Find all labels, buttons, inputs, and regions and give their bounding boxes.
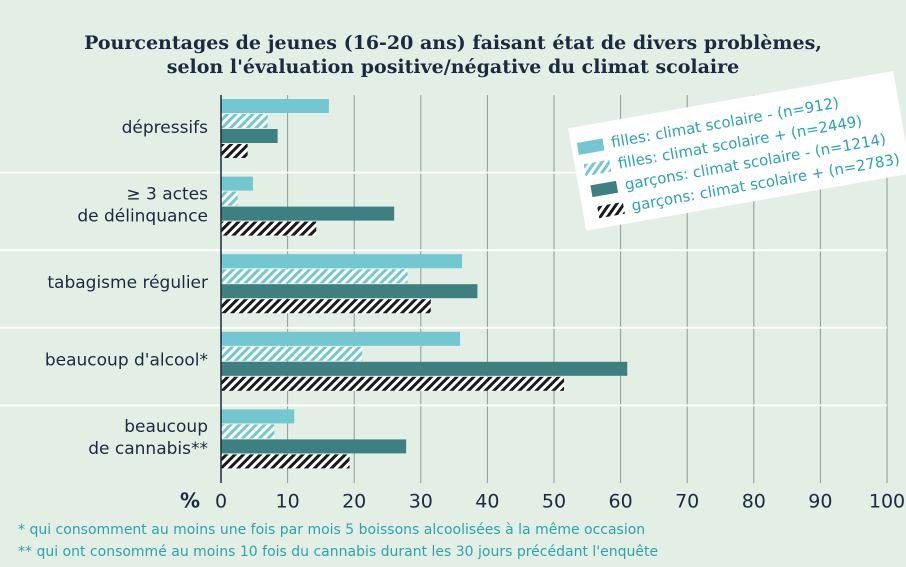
bar: [221, 424, 275, 439]
bar: [221, 144, 248, 158]
bar: [221, 346, 363, 361]
legend: filles: climat scolaire - (n=912)filles:…: [568, 71, 906, 231]
bar: [221, 176, 253, 191]
y-tick-label: dépressifs: [122, 118, 209, 138]
legend-swatch: [576, 138, 605, 155]
x-tick-label: 90: [808, 491, 832, 513]
legend-swatch: [597, 201, 625, 219]
bar: [221, 99, 329, 113]
y-tick-label: tabagisme régulier: [47, 273, 208, 293]
x-tick-label: 40: [475, 491, 499, 513]
bar: [221, 206, 395, 221]
bar: [221, 376, 564, 391]
y-tick-label: de délinquance: [77, 206, 208, 226]
bar: [221, 221, 317, 236]
legend-swatch: [590, 180, 619, 198]
bar: [221, 254, 463, 269]
bar: [221, 439, 407, 454]
footnote: ** qui ont consommé au moins 10 fois du …: [18, 544, 658, 560]
y-tick-label: de cannabis**: [88, 439, 208, 459]
bar: [221, 269, 408, 284]
bar: [221, 129, 278, 143]
bar: [221, 454, 350, 469]
x-tick-label: 70: [675, 491, 699, 513]
x-tick-label: 10: [276, 491, 300, 513]
chart-title: selon l'évaluation positive/négative du …: [167, 56, 740, 78]
y-tick-label: ≥ 3 actes: [126, 184, 208, 204]
y-tick-label: beaucoup: [124, 417, 208, 437]
x-tick-label: 30: [409, 491, 433, 513]
bar: [221, 299, 431, 314]
bar: [221, 361, 628, 376]
x-tick-label: 0: [215, 491, 227, 513]
bar: [221, 284, 478, 299]
bar: [221, 191, 238, 206]
legend-box: [568, 71, 906, 231]
bar: [221, 331, 461, 346]
x-axis-label: %: [180, 489, 200, 513]
chart-title: Pourcentages de jeunes (16-20 ans) faisa…: [84, 32, 822, 54]
x-tick-label: 80: [742, 491, 766, 513]
bar: [221, 114, 268, 128]
x-tick-label: 100: [869, 491, 905, 513]
legend-swatch: [583, 159, 612, 177]
bar: [221, 409, 295, 424]
y-tick-label: beaucoup d'alcool*: [45, 351, 208, 371]
footnote: * qui consomment au moins une fois par m…: [18, 522, 645, 538]
x-tick-label: 50: [542, 491, 566, 513]
x-tick-label: 60: [609, 491, 633, 513]
x-tick-label: 20: [342, 491, 366, 513]
